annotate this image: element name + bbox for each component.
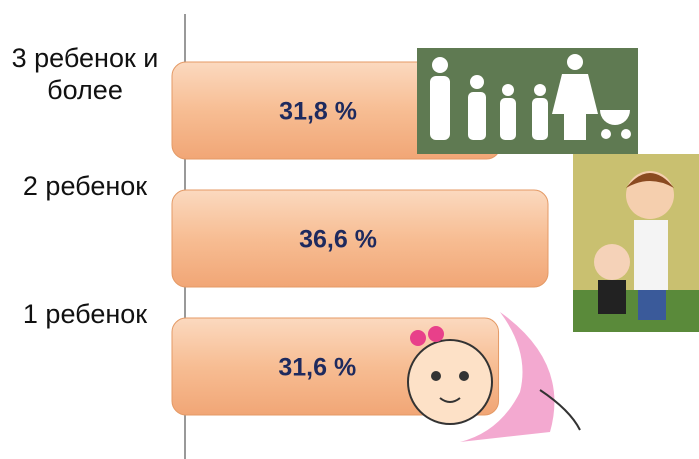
category-label: 3 ребенок и более xyxy=(0,42,170,106)
value-label: 31,8 % xyxy=(279,98,357,126)
slide: 31,8 % 36,6 % 31,6 % 3 ребенок и более 2 ре… xyxy=(0,0,699,459)
family-icon xyxy=(417,48,638,154)
value-label: 36,6 % xyxy=(299,226,377,254)
value-label: 31,6 % xyxy=(278,354,356,382)
category-label: 1 ребенок xyxy=(0,298,170,330)
boys-illustration xyxy=(573,154,699,332)
category-label: 2 ребенок xyxy=(0,170,170,202)
